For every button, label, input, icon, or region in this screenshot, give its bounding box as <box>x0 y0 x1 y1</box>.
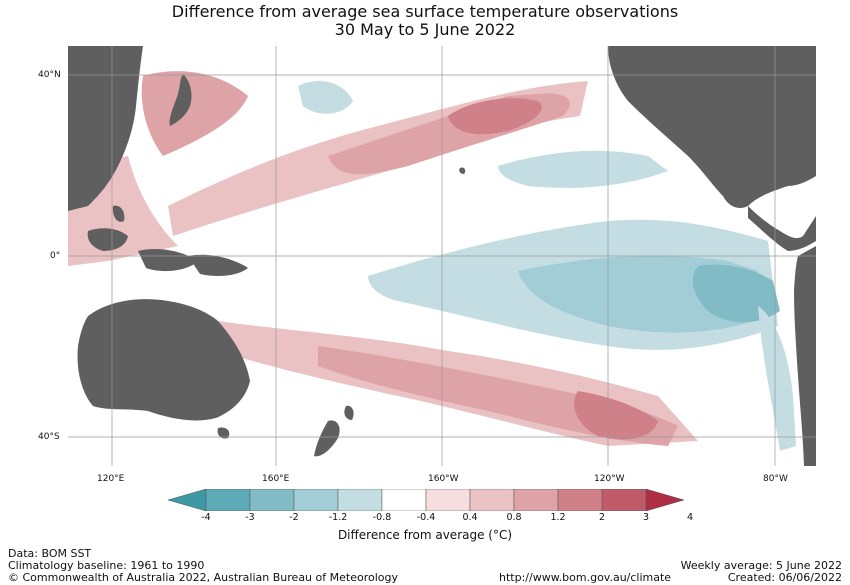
land-north-america <box>608 46 816 208</box>
anomaly-cool-north <box>498 150 668 188</box>
colorbar-title: Difference from average (°C) <box>337 528 513 542</box>
footer-weekly-average: Weekly average: 5 June 2022 <box>680 559 842 572</box>
land-maritime-continent <box>87 205 198 272</box>
colorbar-segment-over <box>645 489 684 511</box>
land-tasmania <box>217 427 230 439</box>
lon-label-160w: 160°W <box>428 474 459 484</box>
colorbar-segment <box>249 489 295 511</box>
land <box>68 46 816 466</box>
lat-label-40n: 40°N <box>38 70 61 80</box>
colorbar-tick-label: -0.8 <box>372 512 392 523</box>
land-south-america <box>794 246 816 466</box>
footer-data-source: Data: BOM SST <box>8 547 92 560</box>
land-hawaii <box>459 167 466 174</box>
anomaly-cool-far-south <box>758 306 796 451</box>
colorbar-tick-label: 3 <box>642 512 650 523</box>
land-new-guinea <box>188 254 248 276</box>
lon-label-120w: 120°W <box>594 474 625 484</box>
footer-baseline: Climatology baseline: 1961 to 1990 <box>8 559 205 572</box>
colorbar-tick-label: 1.2 <box>550 512 566 523</box>
land-asia <box>68 46 143 211</box>
land-japan <box>169 74 192 126</box>
map-title: Difference from average sea surface temp… <box>171 2 679 21</box>
lon-label-80w: 80°W <box>763 474 788 484</box>
land-new-zealand <box>314 405 354 457</box>
anomaly-cool-northwest <box>298 81 353 114</box>
colorbar-tick-label: 0.8 <box>506 512 522 523</box>
footer-copyright: © Commonwealth of Australia 2022, Austra… <box>8 571 398 584</box>
colorbar-segment <box>337 489 383 511</box>
anomaly-warm-north-peak <box>448 98 542 135</box>
colorbar-tick-label: 2 <box>598 512 606 523</box>
lat-label-0: 0° <box>50 251 61 261</box>
colorbar-segment <box>469 489 515 511</box>
anomaly-warm-northwest <box>141 71 248 156</box>
footer-url[interactable]: http://www.bom.gov.au/climate <box>499 571 672 584</box>
sst-anomaly-map <box>68 46 816 466</box>
land-central-america <box>748 206 816 251</box>
colorbar-segment <box>205 489 251 511</box>
lat-label-40s: 40°S <box>38 432 60 442</box>
colorbar-segment-under <box>168 489 207 511</box>
colorbar-tick-label: -3 <box>245 512 255 523</box>
colorbar <box>168 489 684 511</box>
colorbar-tick-label: 0.4 <box>462 512 478 523</box>
colorbar-tick-label: -2 <box>289 512 299 523</box>
graticule <box>68 46 816 466</box>
colorbar-segment <box>381 489 427 511</box>
footer-created-date: Created: 06/06/2022 <box>727 571 842 584</box>
colorbar-tick-label: -1.2 <box>328 512 348 523</box>
colorbar-segment <box>293 489 339 511</box>
colorbar-tick-label: -4 <box>201 512 211 523</box>
lon-label-160e: 160°E <box>262 474 290 484</box>
map-subtitle: 30 May to 5 June 2022 <box>334 20 516 39</box>
colorbar-segment <box>557 489 603 511</box>
lon-label-120e: 120°E <box>97 474 125 484</box>
anomaly-warm-south-peak <box>574 391 658 440</box>
colorbar-segment <box>425 489 471 511</box>
colorbar-segment <box>513 489 559 511</box>
colorbar-tick-label: 4 <box>686 512 694 523</box>
colorbar-segment <box>601 489 647 511</box>
land-australia <box>77 299 250 421</box>
colorbar-tick-label: -0.4 <box>416 512 436 523</box>
